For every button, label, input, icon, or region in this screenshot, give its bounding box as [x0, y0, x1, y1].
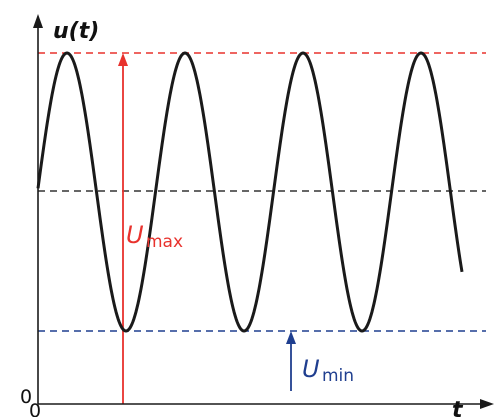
u-max-subscript: max [146, 232, 183, 252]
u-max-symbol: U [126, 221, 144, 249]
u-max-label: U max [126, 221, 183, 252]
u-min-symbol: U [302, 355, 320, 383]
u-max-arrow [118, 53, 128, 404]
y-axis [33, 14, 43, 404]
x-axis-arrowhead [480, 399, 494, 409]
u-min-subscript: min [322, 366, 354, 386]
y-axis-arrowhead [33, 14, 43, 28]
origin-x-label: 0 [29, 400, 41, 417]
u-min-label: U min [302, 355, 354, 386]
u-min-arrow [286, 331, 296, 391]
origin-label: 0 [20, 386, 32, 408]
y-axis-label: u(t) [53, 19, 99, 44]
x-axis-label: t [452, 398, 464, 417]
sine-wave-curve [36, 51, 464, 333]
x-axis [38, 399, 494, 409]
